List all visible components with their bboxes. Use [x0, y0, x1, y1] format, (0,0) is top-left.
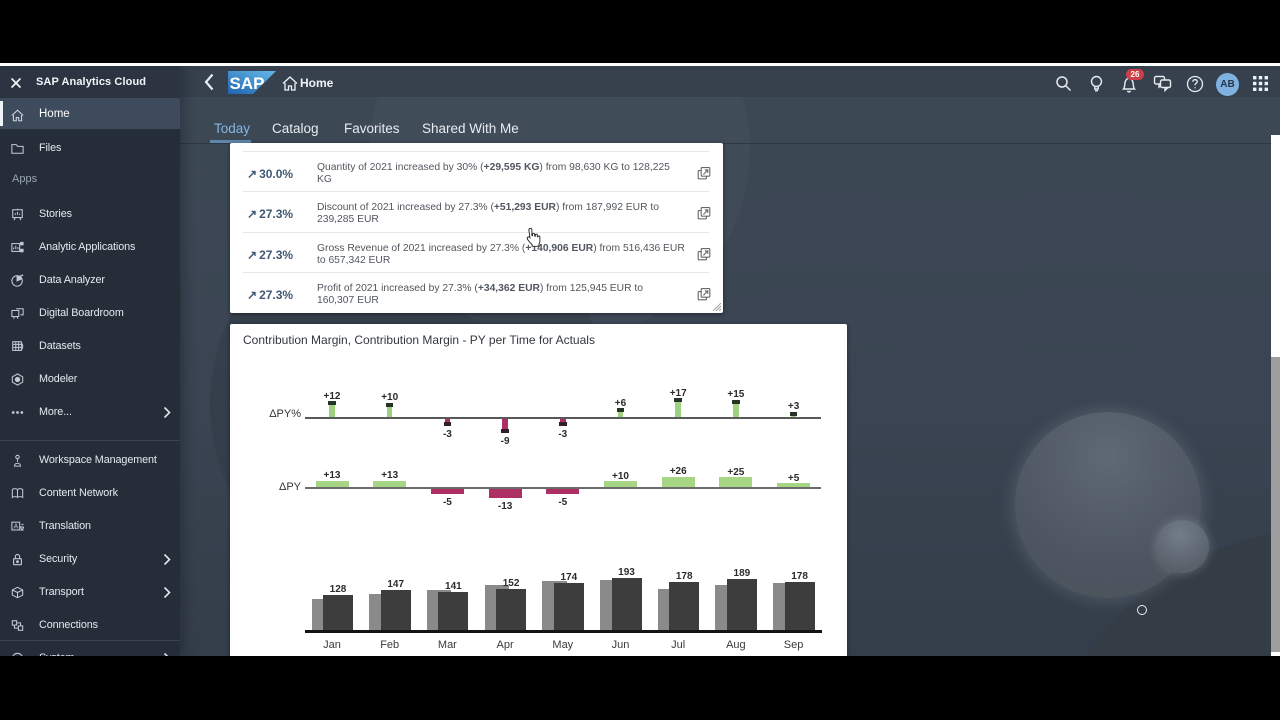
svg-text:SAP: SAP — [230, 74, 265, 93]
svg-text:A: A — [14, 523, 19, 530]
